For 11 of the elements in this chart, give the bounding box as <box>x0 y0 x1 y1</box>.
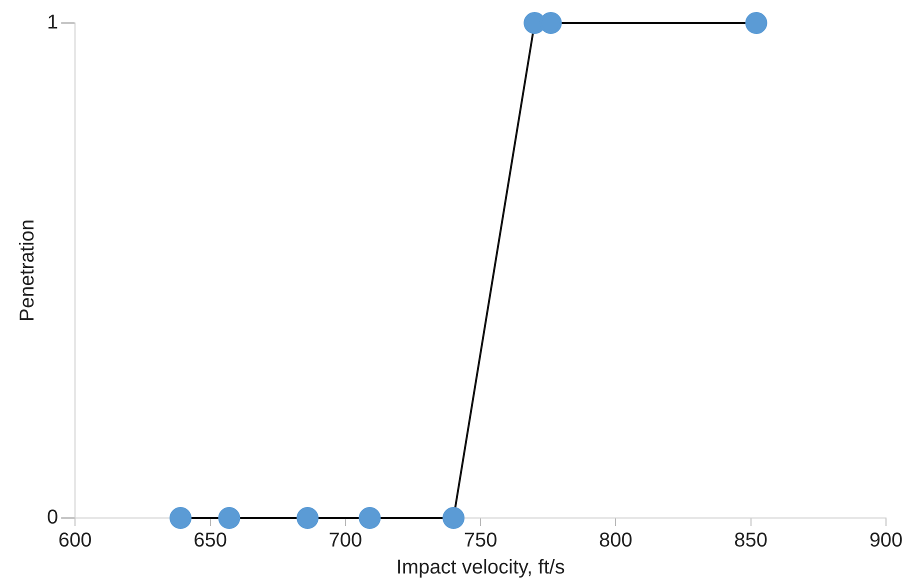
x-tick-label: 650 <box>194 530 227 552</box>
y-tick-label: 1 <box>47 12 58 34</box>
x-tick-label: 800 <box>599 530 632 552</box>
x-axis-title: Impact velocity, ft/s <box>396 556 565 579</box>
y-axis-title: Penetration <box>16 219 39 322</box>
x-tick-label: 700 <box>328 530 362 552</box>
x-tick-label: 850 <box>734 530 768 552</box>
x-tick-label: 600 <box>58 530 92 552</box>
x-tick-label: 750 <box>464 530 498 552</box>
x-tick-label: 900 <box>869 530 903 552</box>
y-tick-label: 0 <box>47 506 58 529</box>
